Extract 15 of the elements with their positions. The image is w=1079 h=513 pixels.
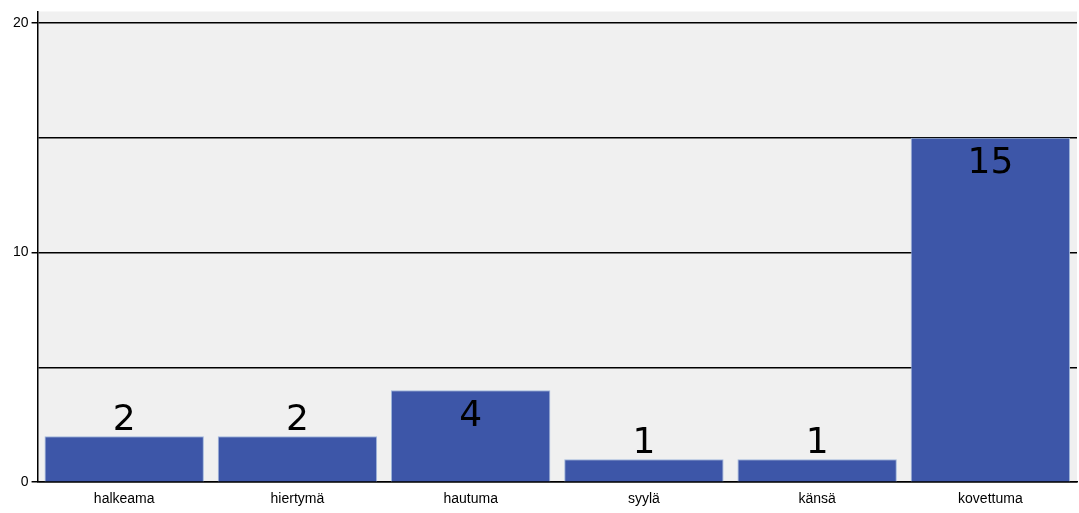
x-tick-label: hiertymä (270, 490, 325, 507)
data-label: 4 (459, 392, 483, 434)
data-label: 2 (112, 396, 136, 438)
data-label: 2 (285, 396, 309, 438)
x-tick-label: syylä (627, 490, 661, 507)
x-tick-label: kovettuma (958, 490, 1023, 507)
x-tick-label: känsä (798, 490, 837, 507)
y-tick-label: 20 (12, 13, 29, 30)
y-tick-label: 10 (12, 243, 29, 260)
data-label: 1 (805, 419, 829, 461)
x-tick-label: hautuma (443, 490, 499, 507)
data-label: 1 (632, 419, 656, 461)
x-tick-label: halkeama (93, 490, 155, 507)
y-tick-label: 0 (20, 473, 29, 490)
data-label: 15 (967, 140, 1014, 182)
